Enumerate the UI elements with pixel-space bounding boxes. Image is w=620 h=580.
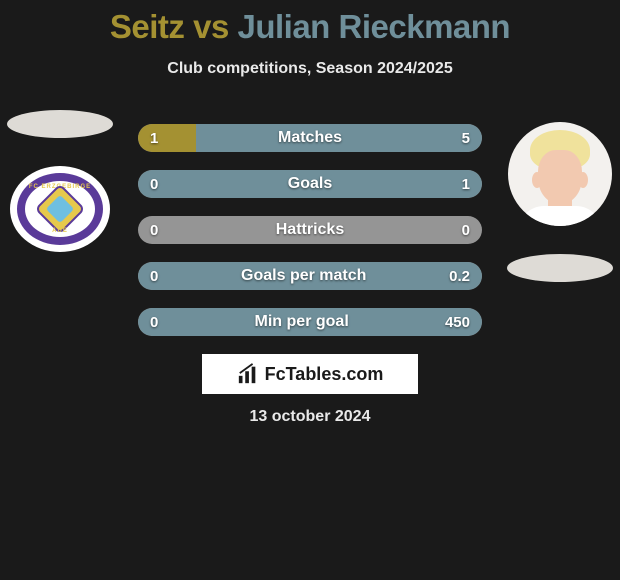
- title-player1: Seitz: [110, 8, 185, 45]
- stat-value-left: 0: [150, 176, 158, 193]
- title-vs: vs: [193, 8, 229, 45]
- stat-value-right: 0: [462, 222, 470, 239]
- stat-value-right: 450: [445, 314, 470, 331]
- photo-face: [538, 150, 582, 204]
- stats-container: 1 Matches 5 0 Goals 1 0 Hattricks 0 0 Goals per ma…: [138, 124, 482, 336]
- bar-chart-icon: [237, 363, 259, 385]
- stat-value-right: 1: [462, 176, 470, 193]
- player1-photo-placeholder: [7, 110, 113, 138]
- stat-value-left: 1: [150, 130, 158, 147]
- date: 13 october 2024: [0, 408, 620, 426]
- stat-label: Min per goal: [255, 313, 349, 331]
- stat-label: Matches: [278, 129, 342, 147]
- club-emblem-core: [35, 184, 86, 235]
- club-text-bottom: AUE: [25, 228, 95, 234]
- right-column: [500, 110, 620, 282]
- player1-club-badge: FC ERZGEBIRGE AUE: [10, 166, 110, 252]
- footer-brand[interactable]: FcTables.com: [202, 354, 418, 394]
- stat-value-right: 0.2: [449, 268, 470, 285]
- stat-value-left: 0: [150, 314, 158, 331]
- stat-fill-left: [138, 124, 196, 152]
- stat-label: Hattricks: [276, 221, 344, 239]
- photo-shirt: [518, 206, 602, 226]
- stat-row: 0 Hattricks 0: [138, 216, 482, 244]
- stat-value-left: 0: [150, 268, 158, 285]
- player2-club-placeholder: [507, 254, 613, 282]
- subtitle: Club competitions, Season 2024/2025: [0, 60, 620, 78]
- page-title: Seitz vs Julian Rieckmann: [0, 0, 620, 46]
- player2-photo: [508, 122, 612, 226]
- stat-value-left: 0: [150, 222, 158, 239]
- left-column: FC ERZGEBIRGE AUE: [0, 110, 120, 252]
- club-ring: FC ERZGEBIRGE AUE: [17, 173, 103, 245]
- stat-row: 0 Goals per match 0.2: [138, 262, 482, 290]
- comparison-card: Seitz vs Julian Rieckmann Club competiti…: [0, 0, 620, 580]
- title-player2: Julian Rieckmann: [237, 8, 510, 45]
- stat-label: Goals per match: [241, 267, 366, 285]
- stat-label: Goals: [288, 175, 332, 193]
- stat-row: 1 Matches 5: [138, 124, 482, 152]
- stat-value-right: 5: [462, 130, 470, 147]
- stat-row: 0 Min per goal 450: [138, 308, 482, 336]
- footer-brand-text: FcTables.com: [265, 364, 384, 385]
- stat-row: 0 Goals 1: [138, 170, 482, 198]
